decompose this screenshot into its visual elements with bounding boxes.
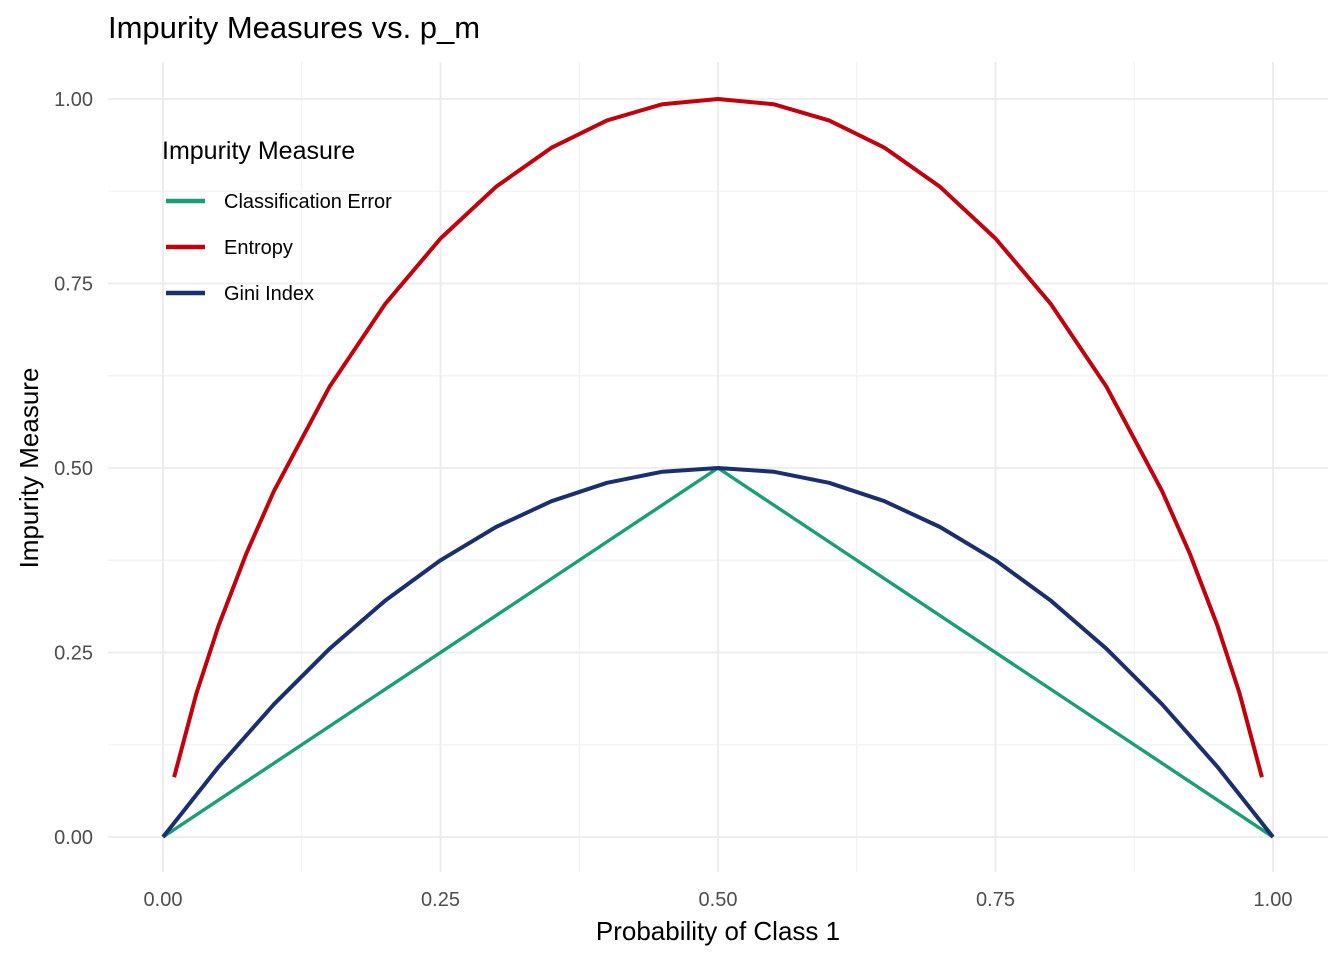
y-tick-label: 0.25	[54, 643, 93, 665]
legend-label: Classification Error	[224, 191, 392, 213]
y-axis-title: Impurity Measure	[14, 368, 44, 569]
y-tick-label: 0.50	[54, 458, 93, 480]
x-axis-title: Probability of Class 1	[596, 916, 840, 946]
x-tick-label: 0.50	[699, 889, 738, 911]
x-tick-label: 1.00	[1254, 889, 1293, 911]
y-tick-label: 1.00	[54, 89, 93, 111]
legend-label: Gini Index	[224, 283, 314, 305]
y-tick-label: 0.75	[54, 274, 93, 296]
x-tick-label: 0.25	[421, 889, 460, 911]
series-line-gini-index	[161, 466, 1275, 839]
x-tick-label: 0.00	[144, 889, 183, 911]
series-lines	[161, 97, 1275, 839]
legend-label: Entropy	[224, 237, 293, 259]
x-tick-label: 0.75	[976, 889, 1015, 911]
series-line-entropy	[172, 97, 1264, 778]
y-tick-label: 0.00	[54, 827, 93, 849]
chart-title: Impurity Measures vs. p_m	[108, 10, 481, 45]
legend-title: Impurity Measure	[162, 137, 355, 165]
legend: Impurity Measure Classification Error Ent…	[162, 137, 392, 305]
tick-labels: 0.00 0.25 0.50 0.75 1.00 0.00 0.25 0.50 0.75 1.00	[54, 89, 1292, 911]
